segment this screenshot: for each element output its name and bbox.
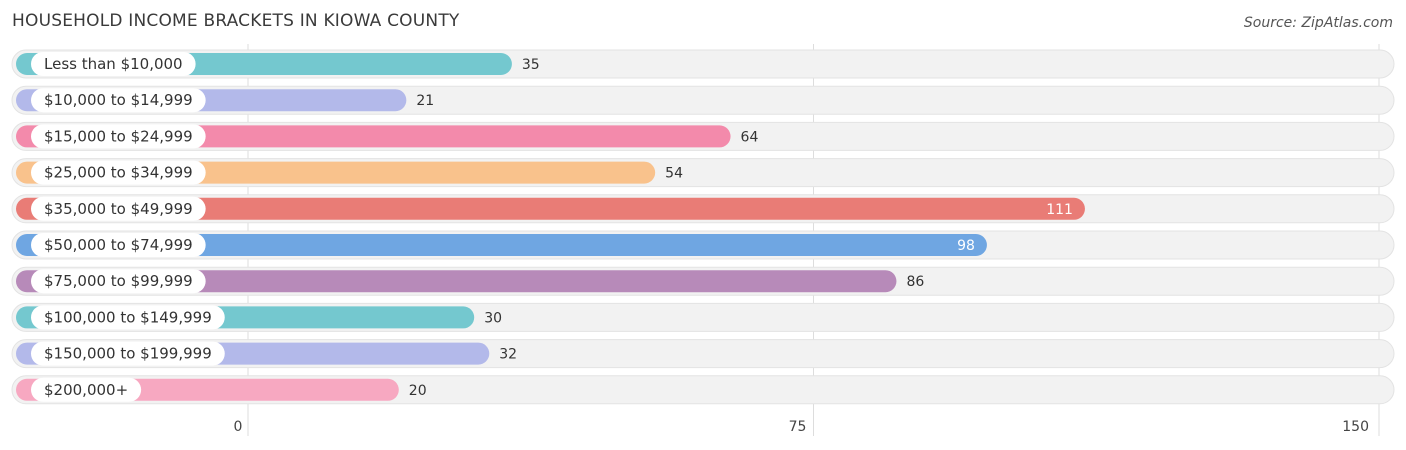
value-label: 35 bbox=[522, 57, 540, 73]
chart-title: HOUSEHOLD INCOME BRACKETS IN KIOWA COUNT… bbox=[12, 11, 460, 31]
value-label: 32 bbox=[499, 347, 517, 363]
x-tick-label: 150 bbox=[1342, 419, 1369, 435]
category-label: $10,000 to $14,999 bbox=[44, 91, 193, 109]
category-label-pill bbox=[31, 269, 206, 294]
category-label-pill bbox=[31, 196, 206, 221]
bar-row: $35,000 to $49,999 111 bbox=[11, 194, 1395, 224]
value-label: 98 bbox=[957, 238, 975, 254]
bar bbox=[16, 197, 1085, 220]
source-label: Source: ZipAtlas.com bbox=[1243, 15, 1393, 31]
category-label: $75,000 to $99,999 bbox=[44, 272, 193, 290]
category-label: Less than $10,000 bbox=[44, 55, 183, 73]
bar-row: $100,000 to $149,999 30 bbox=[11, 302, 1395, 332]
bar-row: $200,000+ 20 bbox=[11, 375, 1395, 405]
category-label: $15,000 to $24,999 bbox=[44, 127, 193, 145]
bar-row: $25,000 to $34,999 54 bbox=[11, 158, 1395, 188]
category-label: $50,000 to $74,999 bbox=[44, 236, 193, 254]
value-label: 111 bbox=[1046, 202, 1073, 218]
bar-row: $50,000 to $74,999 98 bbox=[11, 230, 1395, 260]
category-label-pill bbox=[31, 341, 225, 366]
value-label: 64 bbox=[741, 129, 759, 145]
bar-row: $10,000 to $14,999 21 bbox=[11, 85, 1395, 115]
category-label-pill bbox=[31, 160, 206, 185]
category-label-pill bbox=[31, 52, 196, 76]
value-label: 30 bbox=[484, 310, 502, 326]
value-label: 86 bbox=[906, 274, 924, 290]
value-label: 21 bbox=[416, 93, 434, 109]
category-label-pill bbox=[31, 233, 206, 257]
category-label: $150,000 to $199,999 bbox=[44, 345, 212, 363]
bar bbox=[16, 270, 897, 293]
category-label: $25,000 to $34,999 bbox=[44, 164, 193, 182]
category-label-pill bbox=[31, 124, 206, 149]
category-label-pill bbox=[31, 377, 142, 402]
bar-row: Less than $10,000 35 bbox=[11, 49, 1395, 79]
category-label-pill bbox=[31, 305, 225, 330]
value-label: 20 bbox=[409, 383, 427, 399]
bar bbox=[16, 234, 987, 256]
x-tick-label: 0 bbox=[234, 419, 243, 435]
category-label-pill bbox=[31, 88, 206, 113]
category-label: $35,000 to $49,999 bbox=[44, 200, 193, 218]
category-label: $100,000 to $149,999 bbox=[44, 308, 212, 326]
bar-row: $15,000 to $24,999 64 bbox=[11, 121, 1395, 151]
bar-row: $150,000 to $199,999 32 bbox=[11, 339, 1395, 369]
bar-row: $75,000 to $99,999 86 bbox=[11, 266, 1395, 296]
value-label: 54 bbox=[665, 166, 683, 182]
x-tick-label: 75 bbox=[789, 419, 807, 435]
category-label: $200,000+ bbox=[44, 381, 128, 399]
